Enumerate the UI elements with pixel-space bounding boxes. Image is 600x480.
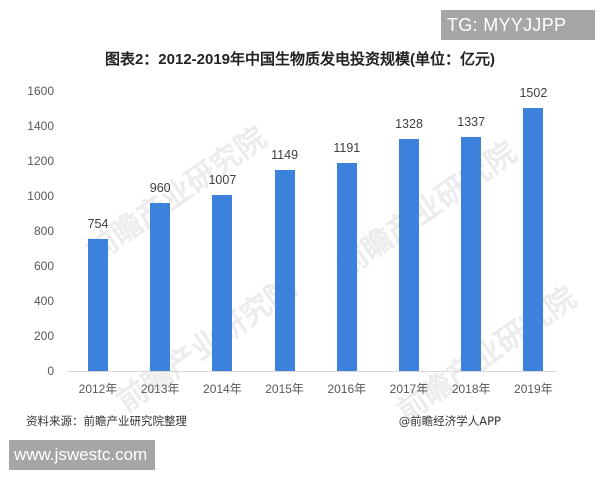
x-tick-label: 2013年	[140, 382, 180, 396]
url-watermark-badge: www.jswestc.com	[9, 440, 155, 470]
bar-value-label: 1149	[271, 147, 299, 162]
bar	[88, 239, 108, 371]
x-tick-label: 2018年	[451, 382, 491, 396]
x-tick-label: 2012年	[78, 382, 118, 396]
bar-value-label: 960	[149, 181, 171, 195]
bar	[461, 137, 482, 371]
y-tick-label: 1000	[27, 189, 54, 203]
chart-title: 图表2：2012-2019年中国生物质发电投资规模(单位：亿元)	[104, 51, 496, 68]
x-tick-label: 2017年	[389, 382, 429, 396]
x-tick-label: 2019年	[514, 382, 553, 396]
bar	[274, 169, 295, 371]
tg-watermark-badge: TG: MYYJJPP	[441, 10, 595, 40]
y-tick-label: 200	[33, 329, 54, 343]
x-tick-label: 2015年	[265, 382, 304, 396]
bar	[212, 194, 233, 371]
x-axis-line	[67, 371, 557, 372]
y-tick-label: 600	[33, 259, 54, 273]
x-tick-label: 2016年	[327, 382, 367, 396]
bar	[399, 138, 419, 371]
y-tick-label: 0	[47, 364, 54, 378]
y-tick-label: 1200	[27, 154, 54, 168]
bar	[336, 162, 357, 371]
bar-value-label: 1337	[457, 115, 486, 130]
bar	[523, 108, 544, 371]
bar-value-label: 1502	[519, 86, 548, 101]
y-tick-label: 1400	[27, 119, 54, 133]
bar-value-label: 1191	[333, 140, 361, 155]
bar-value-label: 754	[87, 217, 109, 232]
credit-note: @前瞻经济学人APP	[398, 414, 501, 428]
bar	[150, 203, 171, 371]
bar-value-label: 1328	[395, 116, 423, 131]
source-note: 资料来源：前瞻产业研究院整理	[26, 414, 187, 428]
y-tick-label: 1600	[27, 84, 54, 98]
y-tick-label: 800	[33, 224, 54, 238]
y-tick-label: 400	[33, 294, 54, 308]
x-tick-label: 2014年	[203, 382, 242, 396]
bar-value-label: 1007	[208, 172, 237, 187]
